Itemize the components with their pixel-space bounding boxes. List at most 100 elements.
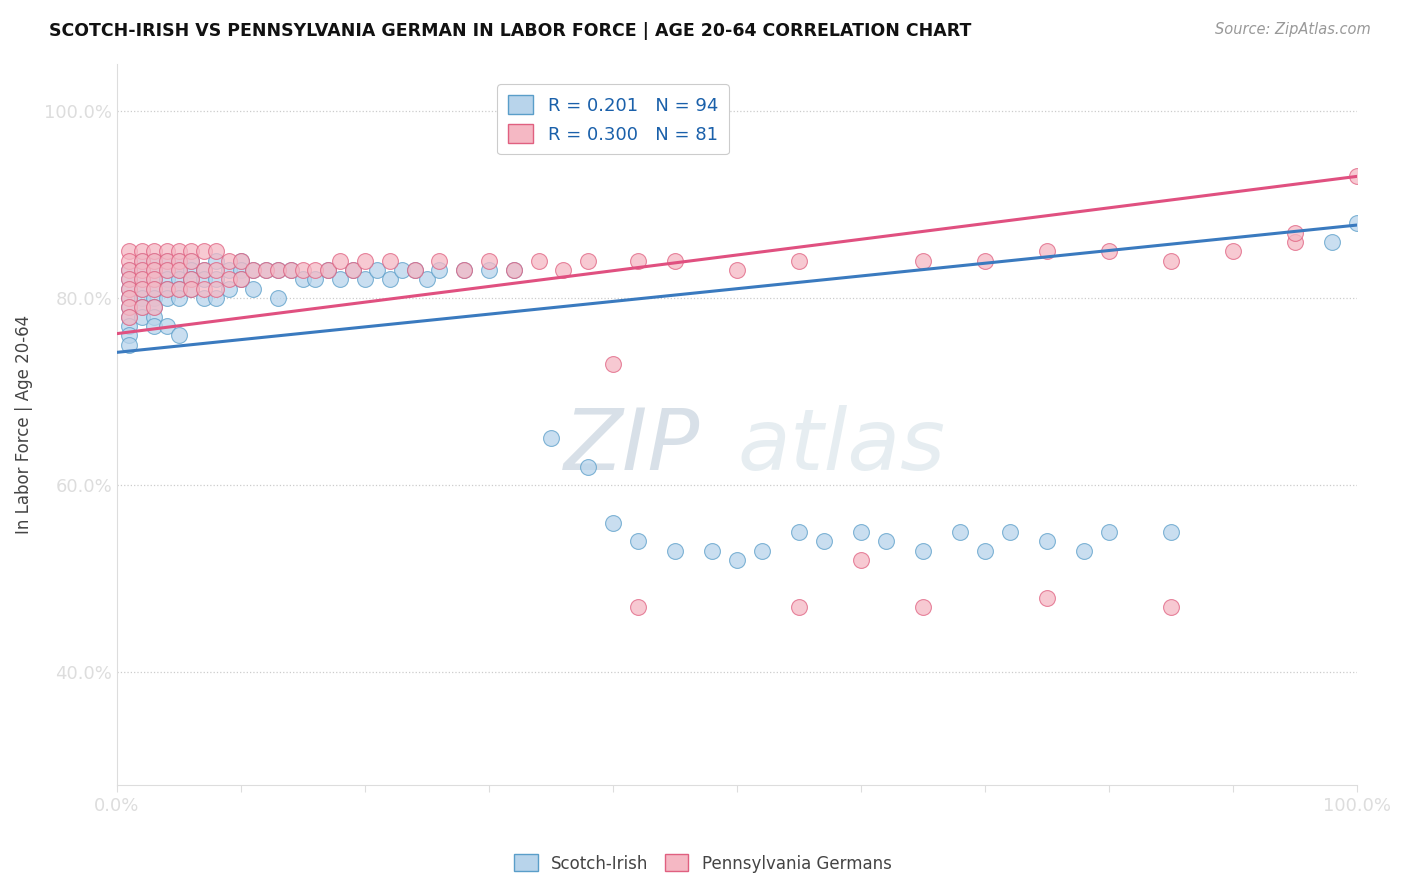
Point: [576, 253, 599, 268]
Point: [664, 253, 686, 268]
Point: [602, 516, 624, 530]
Point: [502, 263, 524, 277]
Point: [267, 263, 290, 277]
Point: [193, 291, 215, 305]
Legend: Scotch-Irish, Pennsylvania Germans: Scotch-Irish, Pennsylvania Germans: [508, 847, 898, 880]
Point: [229, 272, 252, 286]
Point: [1036, 244, 1059, 259]
Point: [118, 328, 141, 343]
Point: [267, 291, 290, 305]
Point: [453, 263, 475, 277]
Point: [304, 272, 326, 286]
Point: [229, 263, 252, 277]
Point: [1036, 591, 1059, 605]
Point: [478, 253, 501, 268]
Point: [193, 282, 215, 296]
Point: [143, 244, 166, 259]
Point: [702, 543, 724, 558]
Point: [254, 263, 277, 277]
Point: [155, 282, 177, 296]
Point: [911, 543, 934, 558]
Point: [429, 263, 451, 277]
Point: [193, 263, 215, 277]
Point: [1160, 253, 1182, 268]
Point: [118, 291, 141, 305]
Point: [131, 291, 153, 305]
Point: [167, 282, 190, 296]
Point: [242, 282, 264, 296]
Point: [429, 253, 451, 268]
Point: [155, 291, 177, 305]
Point: [143, 272, 166, 286]
Point: [849, 553, 872, 567]
Point: [404, 263, 426, 277]
Point: [229, 272, 252, 286]
Text: ZIP: ZIP: [564, 405, 700, 488]
Point: [1284, 235, 1306, 249]
Point: [180, 282, 202, 296]
Y-axis label: In Labor Force | Age 20-64: In Labor Force | Age 20-64: [15, 315, 32, 534]
Point: [131, 263, 153, 277]
Point: [155, 244, 177, 259]
Point: [725, 553, 748, 567]
Point: [1322, 235, 1344, 249]
Point: [155, 253, 177, 268]
Point: [1346, 169, 1368, 184]
Point: [280, 263, 302, 277]
Point: [974, 543, 997, 558]
Text: Source: ZipAtlas.com: Source: ZipAtlas.com: [1215, 22, 1371, 37]
Point: [167, 244, 190, 259]
Point: [205, 244, 228, 259]
Point: [118, 301, 141, 315]
Point: [118, 272, 141, 286]
Point: [118, 310, 141, 324]
Point: [218, 253, 240, 268]
Point: [404, 263, 426, 277]
Text: SCOTCH-IRISH VS PENNSYLVANIA GERMAN IN LABOR FORCE | AGE 20-64 CORRELATION CHART: SCOTCH-IRISH VS PENNSYLVANIA GERMAN IN L…: [49, 22, 972, 40]
Point: [725, 263, 748, 277]
Point: [378, 253, 401, 268]
Point: [167, 291, 190, 305]
Point: [131, 301, 153, 315]
Point: [118, 301, 141, 315]
Point: [155, 263, 177, 277]
Legend: R = 0.201   N = 94, R = 0.300   N = 81: R = 0.201 N = 94, R = 0.300 N = 81: [498, 84, 728, 154]
Point: [180, 282, 202, 296]
Point: [229, 253, 252, 268]
Point: [242, 263, 264, 277]
Point: [143, 301, 166, 315]
Point: [205, 282, 228, 296]
Point: [218, 272, 240, 286]
Point: [118, 282, 141, 296]
Point: [167, 263, 190, 277]
Point: [1284, 226, 1306, 240]
Point: [1346, 216, 1368, 230]
Point: [118, 319, 141, 334]
Point: [167, 272, 190, 286]
Point: [391, 263, 413, 277]
Point: [205, 291, 228, 305]
Point: [242, 263, 264, 277]
Point: [1036, 534, 1059, 549]
Point: [155, 282, 177, 296]
Point: [143, 301, 166, 315]
Point: [131, 272, 153, 286]
Point: [155, 253, 177, 268]
Point: [143, 253, 166, 268]
Point: [143, 263, 166, 277]
Point: [342, 263, 364, 277]
Point: [1073, 543, 1095, 558]
Point: [329, 253, 352, 268]
Point: [143, 263, 166, 277]
Point: [205, 263, 228, 277]
Point: [1098, 244, 1121, 259]
Point: [131, 310, 153, 324]
Point: [155, 272, 177, 286]
Point: [143, 319, 166, 334]
Point: [143, 253, 166, 268]
Point: [118, 338, 141, 352]
Point: [329, 272, 352, 286]
Point: [602, 357, 624, 371]
Point: [316, 263, 339, 277]
Point: [118, 244, 141, 259]
